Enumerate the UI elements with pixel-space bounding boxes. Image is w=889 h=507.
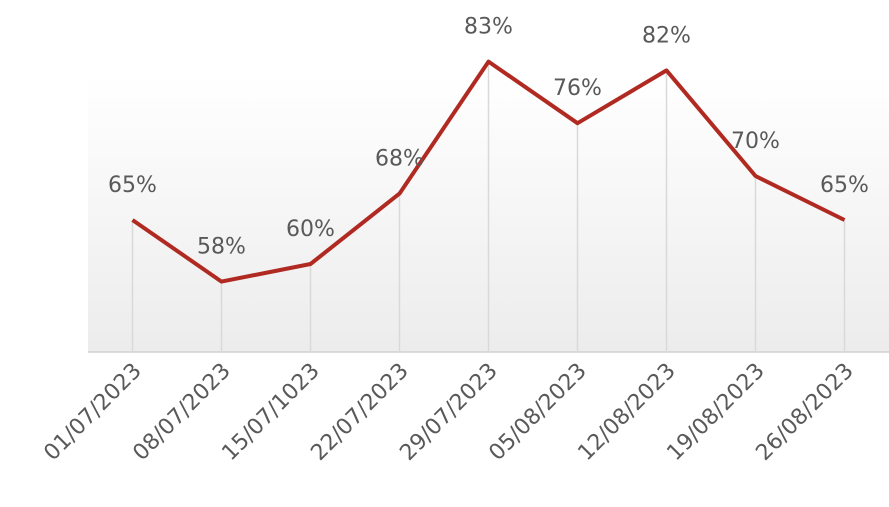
data-label: 65%: [820, 173, 869, 198]
series-line: [131, 59, 846, 284]
data-label: 68%: [375, 147, 424, 172]
data-label: 58%: [197, 235, 246, 260]
data-label: 76%: [553, 76, 602, 101]
data-label: 65%: [108, 173, 157, 198]
data-label: 60%: [286, 217, 335, 242]
data-label: 70%: [731, 129, 780, 154]
data-label: 82%: [642, 23, 691, 48]
data-label: 83%: [464, 15, 513, 40]
